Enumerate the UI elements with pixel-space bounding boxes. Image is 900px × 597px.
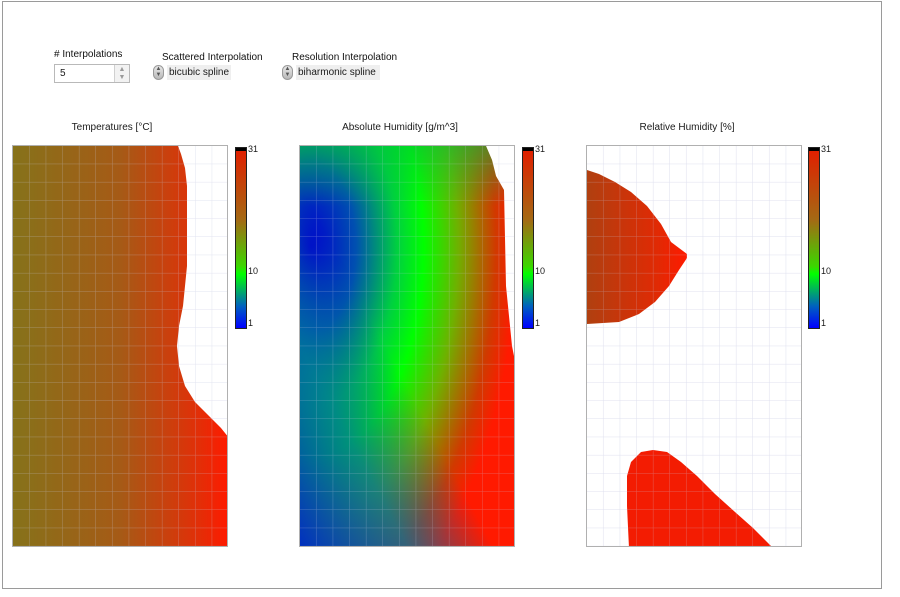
absolute-humidity-plot-area: [300, 146, 514, 546]
scale-max-label: 31: [821, 144, 832, 154]
interpolations-value[interactable]: 5: [60, 68, 66, 79]
scale-max-label: 31: [248, 144, 259, 154]
scale-max-label: 31: [535, 144, 546, 154]
ring-selector-icon[interactable]: ▲ ▼: [153, 65, 164, 80]
temperature-intensity-graph[interactable]: [12, 145, 228, 547]
ring-selector-icon[interactable]: ▲ ▼: [282, 65, 293, 80]
scale-min-label: 1: [535, 318, 541, 328]
resolution-interpolation-ring[interactable]: ▲ ▼ biharmonic spline: [282, 64, 380, 81]
scattered-interpolation-label: Scattered Interpolation: [162, 52, 263, 63]
decrement-arrow-icon[interactable]: ▼: [114, 73, 129, 82]
relative-humidity-graph-title: Relative Humidity [%]: [639, 122, 735, 133]
absolute-humidity-color-scale: 31 10 1: [522, 144, 545, 329]
scattered-interpolation-value[interactable]: bicubic spline: [167, 65, 231, 80]
color-scale-bar: [522, 147, 534, 329]
relative-humidity-color-scale: 31 10 1: [808, 144, 831, 329]
resolution-interpolation-label: Resolution Interpolation: [292, 52, 398, 63]
scale-mid-label: 10: [535, 266, 546, 276]
scale-min-label: 1: [248, 318, 254, 328]
interpolations-label: # Interpolations: [54, 49, 123, 60]
app-window: # Interpolations 5 ▲ ▼ Scattered Interpo…: [2, 1, 882, 589]
interpolations-numeric[interactable]: 5 ▲ ▼: [54, 64, 130, 83]
temperature-plot-area: [13, 146, 227, 546]
color-scale-bar: [235, 147, 247, 329]
relative-humidity-intensity-graph[interactable]: [586, 145, 802, 547]
scale-mid-label: 10: [821, 266, 832, 276]
scale-mid-label: 10: [248, 266, 259, 276]
resolution-interpolation-value[interactable]: biharmonic spline: [296, 65, 380, 80]
scale-min-label: 1: [821, 318, 827, 328]
temperature-color-scale: 31 10 1: [235, 144, 258, 329]
scattered-interpolation-ring[interactable]: ▲ ▼ bicubic spline: [153, 64, 231, 81]
temperature-graph-title: Temperatures [°C]: [71, 122, 153, 133]
absolute-humidity-graph-title: Absolute Humidity [g/m^3]: [342, 122, 458, 133]
relative-humidity-plot-area: [587, 146, 801, 546]
absolute-humidity-intensity-graph[interactable]: [299, 145, 515, 547]
color-scale-bar: [808, 147, 820, 329]
